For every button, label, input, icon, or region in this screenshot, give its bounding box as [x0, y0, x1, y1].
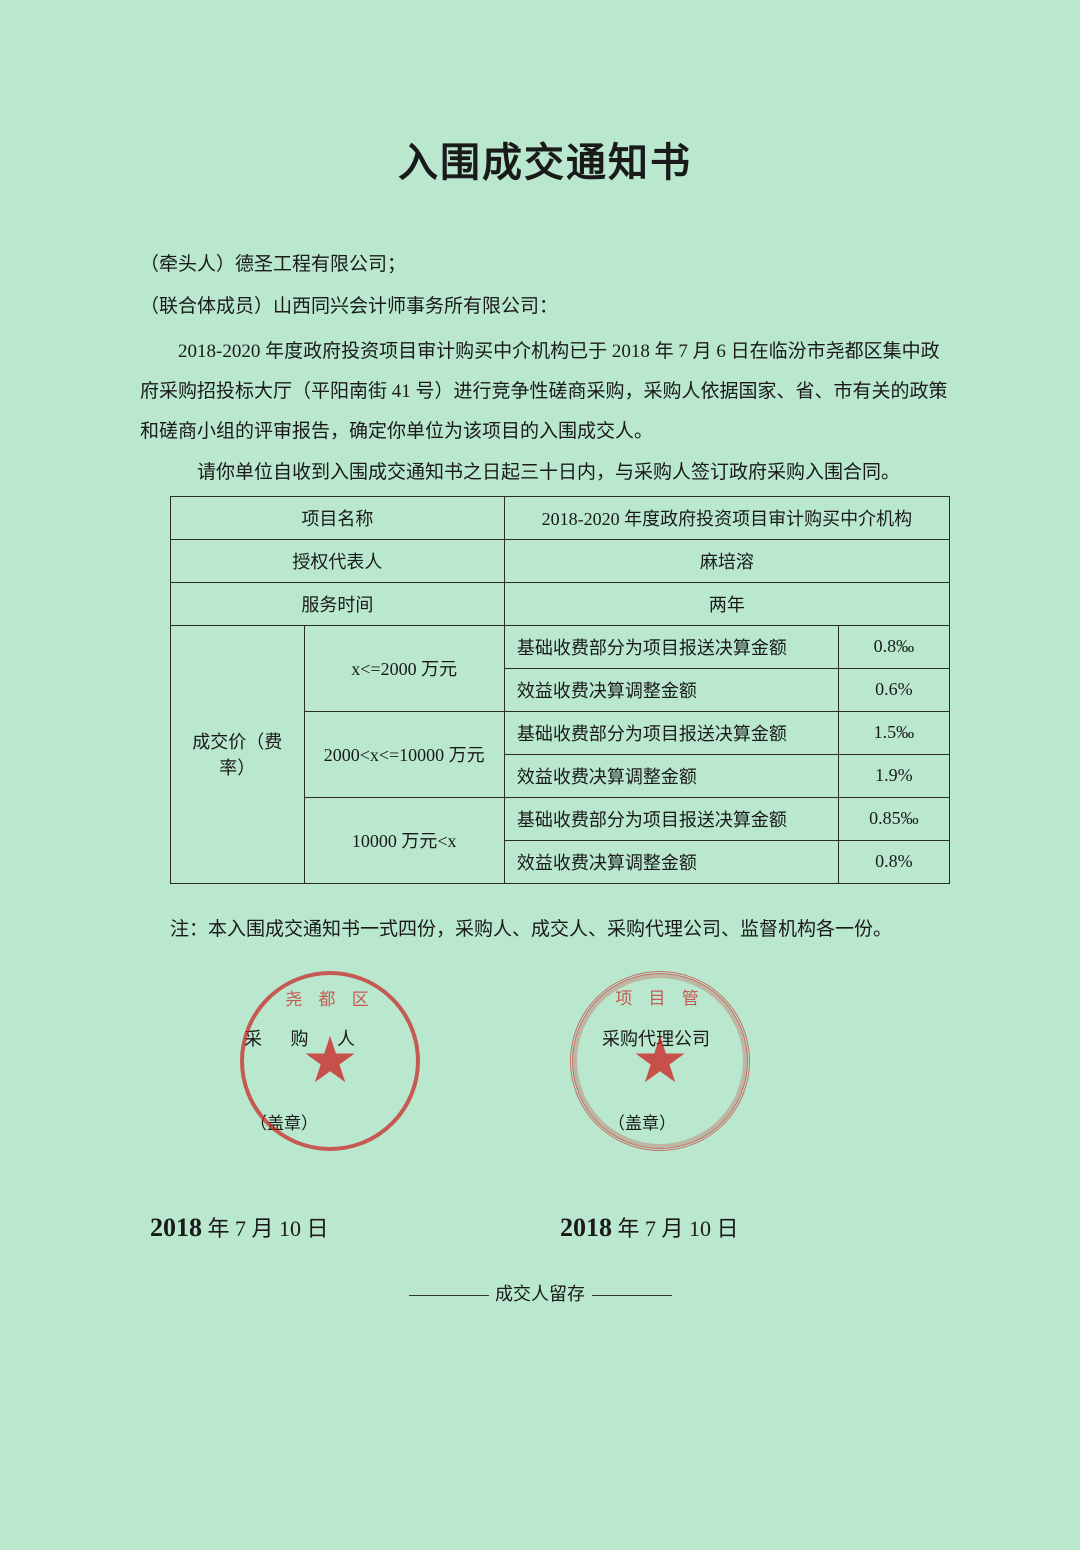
benefit-rate-2: 0.8%	[838, 840, 949, 883]
divider-icon	[409, 1295, 489, 1296]
seal-ring-text: 项 目 管	[573, 984, 747, 1009]
benefit-rate-0: 0.6%	[838, 668, 949, 711]
leader-name: 德圣工程有限公司；	[235, 254, 406, 275]
body-paragraph: 2018-2020 年度政府投资项目审计购买中介机构已于 2018 年 7 月 …	[140, 332, 950, 452]
rep-label: 授权代表人	[171, 539, 505, 582]
seals-area: 采 购 人 （盖章） 尧 都 区 ★ 2018 年 7 月 10 日 采购代理公…	[140, 961, 950, 1261]
note-text: 注：本入围成交通知书一式四份，采购人、成交人、采购代理公司、监督机构各一份。	[170, 914, 950, 941]
instruction-paragraph: 请你单位自收到入围成交通知书之日起三十日内，与采购人签订政府采购入围合同。	[140, 454, 950, 492]
rep-value: 麻培溶	[504, 539, 949, 582]
member-name: 山西同兴会计师事务所有限公司：	[273, 296, 558, 317]
rate-table: 项目名称 2018-2020 年度政府投资项目审计购买中介机构 授权代表人 麻培…	[170, 496, 950, 884]
star-icon: ★	[301, 1029, 358, 1093]
base-2: 基础收费部分为项目报送决算金额	[504, 797, 838, 840]
benefit-1: 效益收费决算调整金额	[504, 754, 838, 797]
document-title: 入围成交通知书	[140, 130, 950, 188]
right-date: 2018 年 7 月 10 日	[560, 1211, 739, 1243]
range-0: x<=2000 万元	[304, 625, 504, 711]
purchaser-seal-block: 采 购 人 （盖章） 尧 都 区 ★ 2018 年 7 月 10 日	[240, 971, 420, 1151]
base-rate-1: 1.5‰	[838, 711, 949, 754]
leader-party: （牵头人）德圣工程有限公司；	[140, 246, 950, 284]
base-1: 基础收费部分为项目报送决算金额	[504, 711, 838, 754]
price-label: 成交价（费率）	[171, 625, 305, 883]
document-page: 入围成交通知书 （牵头人）德圣工程有限公司； （联合体成员）山西同兴会计师事务所…	[0, 0, 1080, 1261]
base-0: 基础收费部分为项目报送决算金额	[504, 625, 838, 668]
base-rate-2: 0.85‰	[838, 797, 949, 840]
seal-ring-text: 尧 都 区	[244, 985, 416, 1010]
range-1: 2000<x<=10000 万元	[304, 711, 504, 797]
period-value: 两年	[504, 582, 949, 625]
left-date: 2018 年 7 月 10 日	[150, 1211, 329, 1243]
range-2: 10000 万元<x	[304, 797, 504, 883]
leader-label: （牵头人）	[140, 254, 235, 275]
agent-seal-block: 采购代理公司 （盖章） 项 目 管 ★ 2018 年 7 月 10 日	[570, 971, 750, 1151]
divider-icon	[592, 1295, 672, 1296]
footer: 成交人留存	[0, 1280, 1080, 1306]
benefit-rate-1: 1.9%	[838, 754, 949, 797]
benefit-2: 效益收费决算调整金额	[504, 840, 838, 883]
project-label: 项目名称	[171, 496, 505, 539]
period-label: 服务时间	[171, 582, 505, 625]
base-rate-0: 0.8‰	[838, 625, 949, 668]
star-icon: ★	[631, 1029, 688, 1093]
member-label: （联合体成员）	[140, 296, 273, 317]
member-party: （联合体成员）山西同兴会计师事务所有限公司：	[140, 288, 950, 326]
project-value: 2018-2020 年度政府投资项目审计购买中介机构	[504, 496, 949, 539]
benefit-0: 效益收费决算调整金额	[504, 668, 838, 711]
red-seal-icon: 项 目 管 ★	[570, 971, 750, 1151]
footer-text: 成交人留存	[495, 1284, 585, 1304]
red-seal-icon: 尧 都 区 ★	[240, 971, 420, 1151]
